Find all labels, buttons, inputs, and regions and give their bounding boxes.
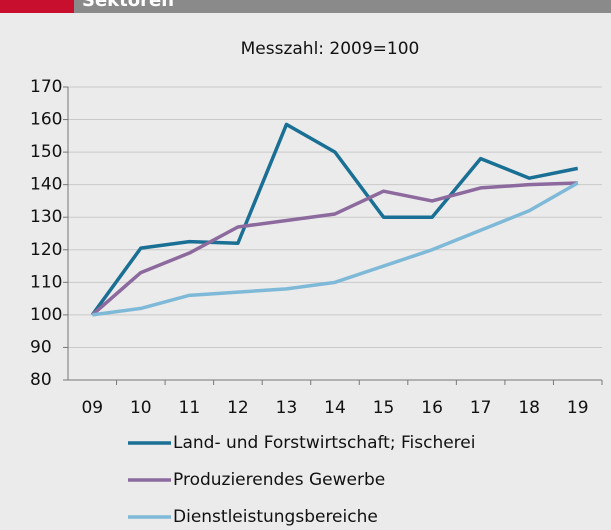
series-line bbox=[90, 122, 579, 316]
legend-label: Land- und Forstwirtschaft; Fischerei bbox=[173, 433, 475, 453]
x-tick-label: 12 bbox=[227, 398, 249, 418]
y-tick-label: 170 bbox=[30, 77, 62, 97]
header-bar bbox=[0, 0, 611, 13]
x-tick-label: 13 bbox=[276, 398, 298, 418]
y-tick-label: 120 bbox=[30, 240, 62, 260]
y-tick-label: 90 bbox=[30, 337, 52, 357]
legend-label: Dienstleistungsbereiche bbox=[173, 507, 378, 527]
series-line bbox=[92, 181, 579, 317]
legend-label: Produzierendes Gewerbe bbox=[173, 470, 385, 490]
y-tick-label: 130 bbox=[30, 207, 62, 227]
chart-subtitle: Messzahl: 2009=100 bbox=[241, 39, 420, 59]
header-accent bbox=[0, 0, 74, 13]
x-tick-label: 14 bbox=[324, 398, 346, 418]
header-title: Sektoren bbox=[82, 0, 174, 11]
y-tick-label: 110 bbox=[30, 272, 62, 292]
y-tick-label: 140 bbox=[30, 175, 62, 195]
x-tick-label: 15 bbox=[373, 398, 395, 418]
x-tick-label: 18 bbox=[518, 398, 540, 418]
x-tick-label: 09 bbox=[81, 398, 103, 418]
x-tick-label: 17 bbox=[470, 398, 492, 418]
y-tick-label: 80 bbox=[30, 370, 52, 390]
series-line bbox=[91, 181, 578, 317]
y-tick-label: 160 bbox=[30, 110, 62, 130]
x-tick-label: 10 bbox=[130, 398, 152, 418]
y-tick-label: 100 bbox=[30, 305, 62, 325]
x-tick-label: 11 bbox=[179, 398, 201, 418]
x-tick-label: 16 bbox=[421, 398, 443, 418]
y-tick-label: 150 bbox=[30, 142, 62, 162]
x-tick-label: 19 bbox=[567, 398, 589, 418]
